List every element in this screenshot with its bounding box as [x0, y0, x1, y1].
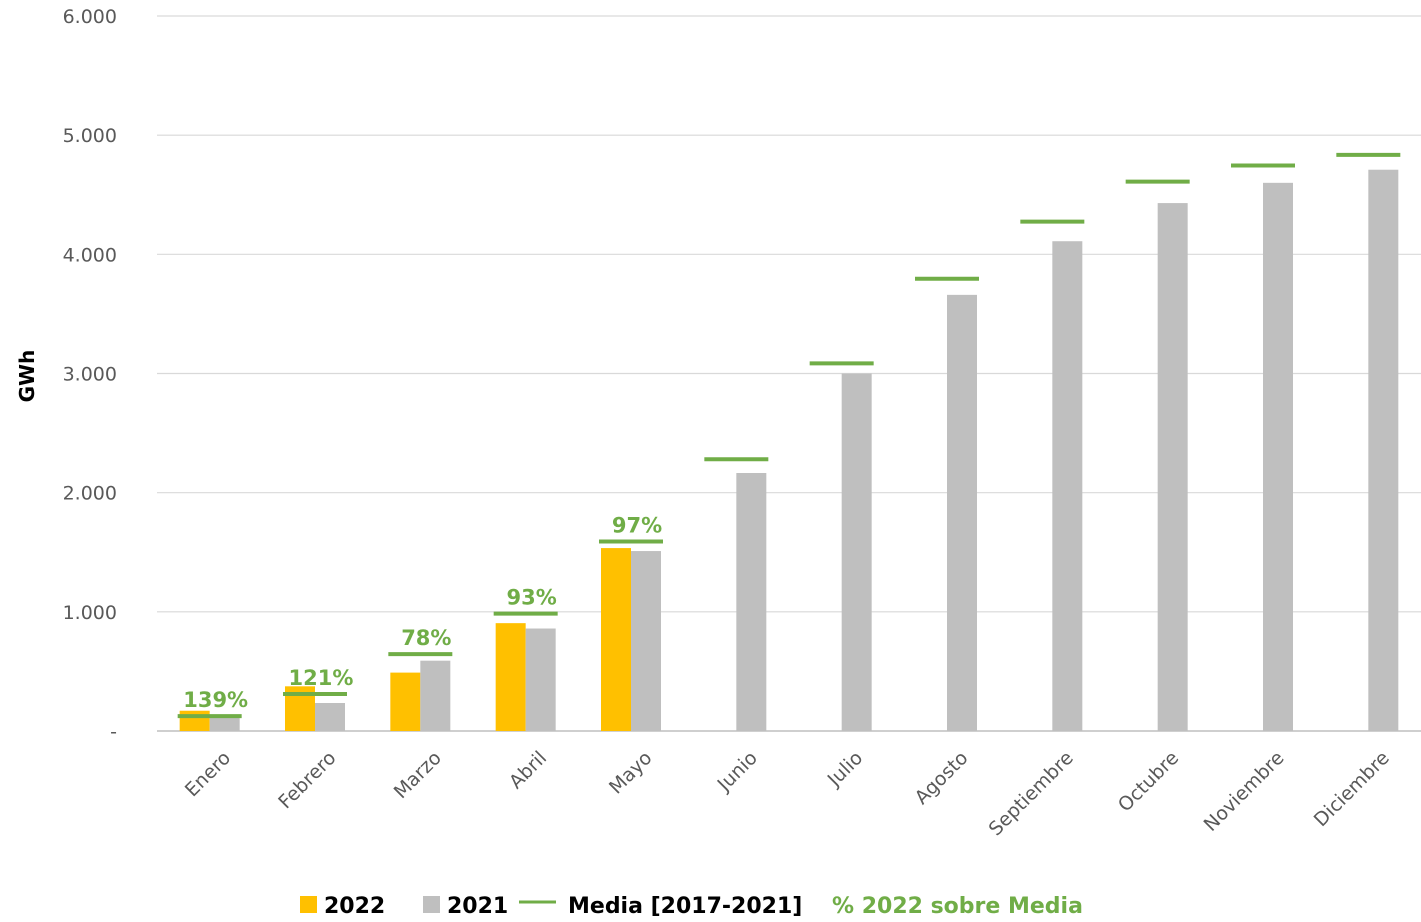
y-tick-label: - [110, 721, 117, 743]
pct-data-label: 121% [289, 666, 354, 690]
x-tick-label: Febrero [274, 747, 340, 813]
pct-data-label: 97% [612, 514, 662, 538]
x-tick-label: Junio [713, 747, 762, 796]
y-tick-label: 2.000 [63, 483, 117, 505]
bar-2022 [179, 710, 210, 731]
x-tick-label: Noviembre [1200, 747, 1289, 836]
media-markers [177, 152, 1401, 719]
percentage-labels: 139% 121% 78% 93% 97% [183, 514, 662, 713]
bar-2021 [1368, 169, 1399, 732]
legend-label-media: Media [2017-2021] [568, 894, 802, 918]
x-tick-label: Enero [181, 747, 235, 801]
bar-2022 [495, 623, 526, 731]
y-tick-label: 1.000 [63, 602, 117, 624]
bar-2022 [390, 672, 421, 731]
x-tick-label: Mayo [605, 747, 657, 799]
y-axis-label: GWh [15, 350, 39, 403]
legend-swatch-2022 [300, 896, 317, 913]
legend-label-2021: 2021 [447, 894, 508, 918]
bar-2021 [841, 373, 872, 731]
bar-2021 [1263, 182, 1293, 732]
x-tick-label: Septiembre [985, 747, 1078, 840]
x-axis-ticks: Enero Febrero Marzo Abril Mayo Junio Julio Agos… [181, 747, 1394, 840]
legend: 2022 2021 Media [2017-2021] % 2022 sobre… [300, 894, 1083, 919]
bar-2022 [601, 548, 631, 731]
x-tick-label: Diciembre [1310, 747, 1394, 831]
bar-2021 [1052, 241, 1083, 731]
bar-2021 [525, 628, 556, 731]
bar-2021 [315, 702, 345, 731]
x-tick-label: Marzo [390, 747, 446, 803]
x-tick-label: Julio [823, 747, 867, 791]
x-tick-label: Abril [505, 747, 551, 793]
y-tick-label: 4.000 [63, 244, 117, 266]
x-tick-label: Octubre [1114, 747, 1183, 816]
bar-2021 [209, 716, 240, 731]
y-tick-label: 3.000 [63, 364, 117, 386]
y-tick-label: 5.000 [63, 125, 117, 147]
gridlines [157, 15, 1421, 732]
bar-2021 [1157, 203, 1188, 731]
y-tick-label: 6.000 [63, 6, 117, 28]
bar-2021 [736, 473, 767, 731]
pct-data-label: 93% [507, 586, 557, 610]
pct-data-label: 78% [401, 626, 451, 650]
legend-swatch-2021 [423, 896, 440, 913]
y-axis-ticks: - 1.000 2.000 3.000 4.000 5.000 6.000 [63, 6, 117, 743]
bar-2021 [631, 551, 661, 731]
bar-2021 [420, 660, 451, 731]
legend-label-pct: % 2022 sobre Media [832, 894, 1083, 918]
x-tick-label: Agosto [911, 747, 973, 809]
legend-label-2022: 2022 [324, 894, 385, 918]
bar-2021 [947, 294, 977, 731]
pct-data-label: 139% [183, 688, 248, 712]
